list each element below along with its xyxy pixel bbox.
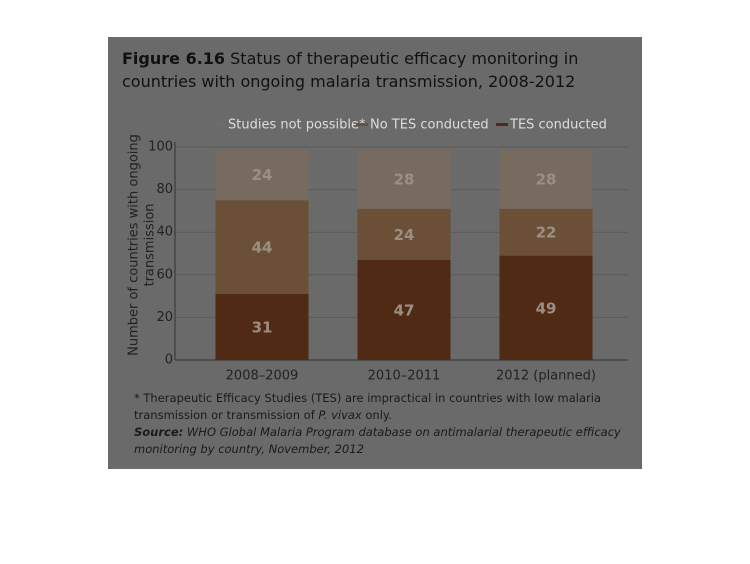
note: * Therapeutic Efficacy Studies (TES) are… bbox=[134, 390, 629, 424]
y-tick-label: 20 bbox=[156, 310, 173, 325]
note-text: * Therapeutic Efficacy Studies (TES) are… bbox=[134, 391, 601, 422]
data-label: 44 bbox=[252, 239, 273, 257]
source-text: WHO Global Malaria Program database on a… bbox=[134, 425, 621, 456]
note-text: only. bbox=[361, 408, 392, 422]
legend-swatch bbox=[356, 123, 368, 126]
legend-label: TES conducted bbox=[509, 118, 607, 133]
y-tick-label: 80 bbox=[156, 182, 173, 197]
x-tick-label: 2012 (planned) bbox=[496, 369, 596, 384]
y-tick-label: 100 bbox=[148, 140, 173, 155]
bar-segment bbox=[499, 208, 593, 256]
data-label: 28 bbox=[394, 170, 415, 188]
data-label: 31 bbox=[252, 318, 273, 336]
data-label: 22 bbox=[536, 224, 557, 242]
data-label: 28 bbox=[536, 170, 557, 188]
y-tick-label: 60 bbox=[156, 267, 173, 282]
legend-swatch bbox=[496, 123, 508, 126]
data-label: 24 bbox=[394, 226, 415, 244]
figure-label: Figure 6.16 bbox=[122, 49, 226, 68]
bar-segment bbox=[215, 149, 309, 201]
source: Source: WHO Global Malaria Program datab… bbox=[134, 424, 629, 458]
figure-title: Figure 6.16 Status of therapeutic effica… bbox=[122, 47, 637, 93]
y-axis-label: transmission bbox=[143, 203, 158, 286]
y-tick-label: 0 bbox=[165, 353, 173, 368]
bar-segment bbox=[357, 149, 451, 209]
legend-label: No TES conducted bbox=[370, 118, 489, 133]
y-axis-label: Number of countries with ongoing bbox=[127, 134, 142, 356]
legend-label: Studies not possible* bbox=[228, 118, 366, 133]
bar-segment bbox=[499, 255, 593, 360]
source-label: Source: bbox=[134, 425, 184, 439]
footnote: * Therapeutic Efficacy Studies (TES) are… bbox=[134, 390, 629, 458]
data-label: 49 bbox=[536, 299, 557, 317]
bar-segment bbox=[499, 149, 593, 209]
x-tick-label: 2008–2009 bbox=[226, 369, 299, 384]
note-italic: P. vivax bbox=[318, 408, 362, 422]
bar-segment bbox=[215, 293, 309, 360]
title-text: Status of therapeutic efficacy monitorin… bbox=[122, 49, 579, 91]
data-label: 24 bbox=[252, 166, 273, 184]
x-tick-label: 2010–2011 bbox=[368, 369, 441, 384]
legend-swatch bbox=[214, 123, 226, 126]
bar-segment bbox=[357, 208, 451, 260]
bar-segment bbox=[357, 259, 451, 360]
data-label: 47 bbox=[394, 301, 415, 319]
y-tick-label: 40 bbox=[156, 225, 173, 240]
bar-segment bbox=[215, 200, 309, 294]
